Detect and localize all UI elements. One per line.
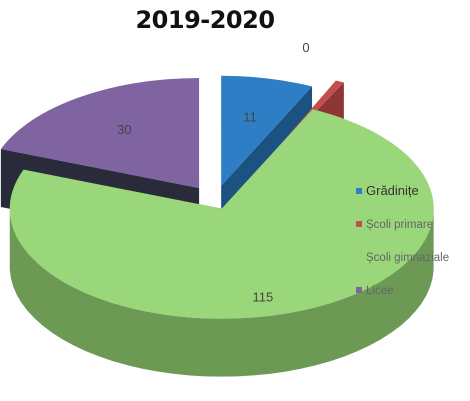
legend-label-3: Licee [366,285,394,297]
pie-tops [0,75,434,319]
data-label-3: 30 [117,122,131,137]
pie-legend: Grădinițe Școli primare Școli gimnaziale Li… [356,183,449,297]
data-label-0: 11 [243,109,257,124]
slice-top-2 [9,109,434,319]
legend-swatch-2 [356,254,362,260]
pie-labels: 11 0 115 30 [117,40,309,305]
chart-title: 2019-2020 [135,6,275,34]
slice-top-3 [0,78,200,189]
legend-label-0: Grădinițe [366,183,419,198]
data-label-1: 0 [302,40,309,55]
slice-top-0 [221,75,313,186]
data-label-2: 115 [253,290,274,305]
slice-wall-2 [9,211,434,377]
legend-swatch-1 [356,221,362,227]
legend-label-2: Școli gimnaziale [366,252,449,264]
legend-swatch-3 [356,287,362,293]
legend-label-1: Școli primare [366,219,433,231]
legend-swatch-0 [356,188,362,194]
